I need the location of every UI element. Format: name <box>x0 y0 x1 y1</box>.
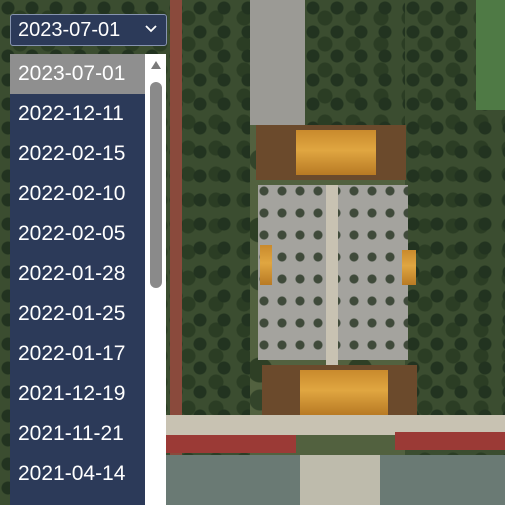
date-option[interactable]: 2021-12-19 <box>18 382 126 405</box>
date-option[interactable]: 2022-01-25 <box>18 302 126 325</box>
dropdown-scrollbar-thumb[interactable] <box>150 82 162 288</box>
date-option[interactable]: 2021-04-14 <box>18 462 126 485</box>
red-wall-west <box>166 435 296 453</box>
side-pavilion-west <box>260 245 272 285</box>
date-option[interactable]: 2022-01-28 <box>18 262 126 285</box>
roof-north <box>296 130 376 175</box>
date-option-selected[interactable]: 2023-07-01 <box>10 54 145 94</box>
date-options-list[interactable]: 2023-07-01 2022-12-11 2022-02-15 2022-02… <box>10 54 166 505</box>
scroll-up-arrow-icon[interactable] <box>149 58 163 72</box>
date-option[interactable]: 2022-02-15 <box>18 142 126 165</box>
south-path <box>166 415 505 435</box>
bridge <box>300 455 380 505</box>
tree-grove-north <box>305 0 405 125</box>
date-option[interactable]: 2022-02-10 <box>18 182 126 205</box>
roof-south <box>300 370 388 415</box>
date-select[interactable]: 2023-07-01 <box>10 14 167 46</box>
side-pavilion-east <box>402 250 416 285</box>
date-option[interactable]: 2022-12-11 <box>18 102 124 125</box>
date-option[interactable]: 2022-02-05 <box>18 222 126 245</box>
west-wall <box>170 0 182 505</box>
north-court <box>250 0 310 125</box>
date-option[interactable]: 2021-11-21 <box>18 422 124 445</box>
central-axis-path <box>326 185 338 365</box>
date-select-value: 2023-07-01 <box>18 18 121 41</box>
red-wall-east <box>395 432 505 450</box>
date-option[interactable]: 2022-01-17 <box>18 342 126 365</box>
green-field <box>476 0 505 110</box>
chevron-down-icon <box>145 25 157 33</box>
